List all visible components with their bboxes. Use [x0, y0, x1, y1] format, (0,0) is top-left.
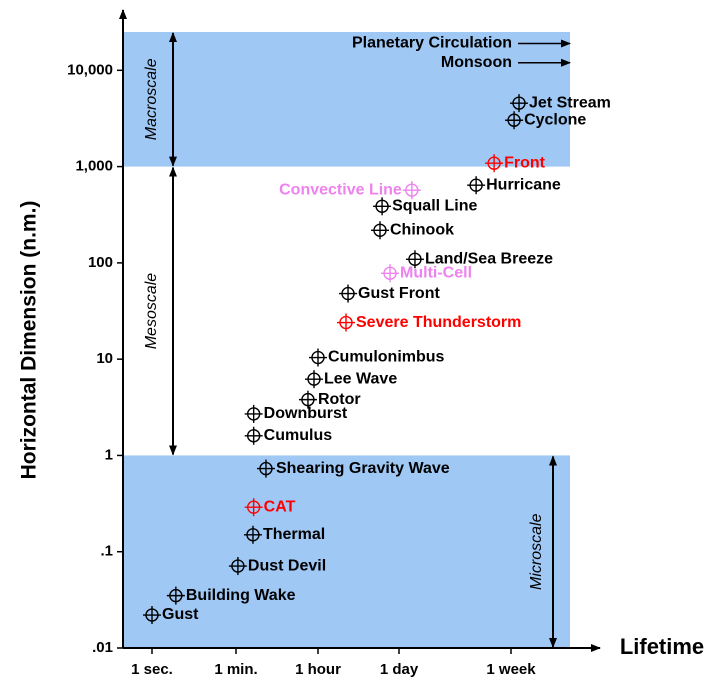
bands [123, 32, 570, 648]
point-label: Cumulonimbus [328, 349, 445, 366]
point-label: Front [504, 154, 546, 171]
y-tick-label: 100 [88, 254, 113, 271]
point [505, 111, 524, 130]
point-label: Rotor [318, 391, 361, 408]
y-tick-label: 10 [96, 350, 113, 367]
y-tick-label: .01 [92, 639, 113, 656]
y-tick-label: 1,000 [75, 158, 113, 175]
point [485, 154, 504, 173]
point-label: Lee Wave [324, 370, 397, 387]
point-label: Downburst [264, 405, 348, 422]
x-tick-label: 1 hour [295, 661, 341, 678]
point-label: Convective Line [279, 181, 402, 198]
point [244, 426, 263, 445]
point [373, 197, 392, 216]
point [402, 181, 421, 200]
x-tick-label: 1 week [486, 661, 536, 678]
point-label: Hurricane [486, 176, 561, 193]
scale-label: Microscale [528, 513, 545, 590]
y-tick-label: 10,000 [67, 61, 113, 78]
point-label: Jet Stream [529, 94, 611, 111]
scale-label: Macroscale [143, 58, 160, 140]
scale-band [123, 32, 570, 167]
point [467, 176, 486, 195]
point-label: Building Wake [186, 587, 296, 604]
x-axis-label: Lifetime [620, 634, 704, 659]
point [244, 404, 263, 423]
x-tick-label: 1 day [380, 661, 419, 678]
point-label: Dust Devil [248, 557, 326, 574]
x-tick-label: 1 min. [214, 661, 257, 678]
point [143, 606, 161, 625]
scale-band [123, 455, 570, 648]
point [337, 313, 356, 332]
point [405, 250, 424, 269]
point [244, 498, 263, 517]
annotation: Monsoon [441, 54, 512, 71]
y-axis-label: Horizontal Dimension (n.m.) [18, 201, 41, 480]
point [510, 94, 529, 113]
point [305, 370, 324, 389]
point-label: Cyclone [524, 111, 586, 128]
y-tick-label: .1 [100, 543, 113, 560]
point-label: Severe Thunderstorm [356, 314, 521, 331]
point [371, 221, 390, 240]
point [243, 525, 262, 544]
point-label: Shearing Gravity Wave [276, 460, 450, 477]
x-tick-label: 1 sec. [131, 661, 173, 678]
annotation: Planetary Circulation [352, 35, 512, 52]
point-label: Squall Line [392, 198, 477, 215]
point-label: Chinook [390, 222, 454, 239]
point-label: CAT [264, 498, 296, 515]
point-label: Gust [162, 606, 199, 623]
point-label: Land/Sea Breeze [425, 250, 553, 267]
point-label: Thermal [263, 526, 325, 543]
point-label: Cumulus [264, 427, 333, 444]
point [309, 348, 327, 367]
point-label: Multi-Cell [400, 264, 472, 281]
point [381, 264, 400, 283]
scale-label: Mesoscale [143, 273, 160, 350]
point [298, 390, 317, 409]
point [339, 284, 358, 303]
point [166, 586, 185, 605]
point [256, 459, 275, 478]
y-tick-label: 1 [105, 446, 113, 463]
point [228, 557, 247, 576]
point-label: Gust Front [358, 285, 440, 302]
